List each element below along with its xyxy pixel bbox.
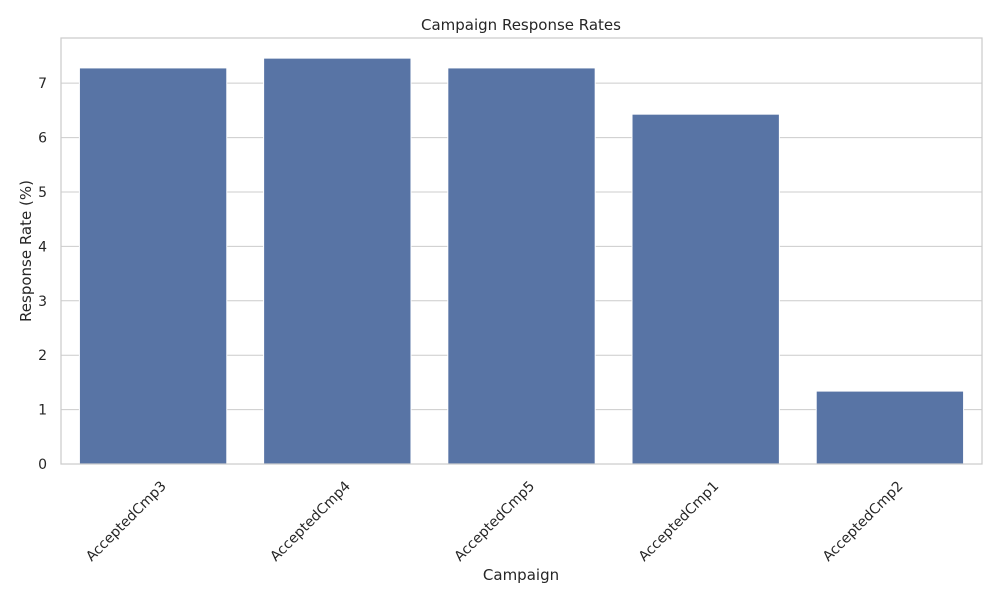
y-tick-label: 7 <box>38 76 47 92</box>
x-tick-label: AcceptedCmp5 <box>452 478 539 565</box>
bar-acceptedcmp1 <box>631 113 780 465</box>
bars <box>78 57 965 465</box>
x-tick-labels: AcceptedCmp3 AcceptedCmp4 AcceptedCmp5 Acce… <box>83 478 906 565</box>
axes-frame <box>60 37 983 465</box>
x-tick-label: AcceptedCmp1 <box>636 478 723 565</box>
x-axis-label: Campaign <box>483 566 559 584</box>
x-tick-label: AcceptedCmp4 <box>267 478 354 565</box>
x-tick-label: AcceptedCmp3 <box>83 478 170 565</box>
bar-acceptedcmp3 <box>78 67 228 465</box>
bar-acceptedcmp2 <box>815 390 965 465</box>
chart-title: Campaign Response Rates <box>421 16 621 34</box>
y-tick-labels: 0 1 2 3 4 5 6 7 <box>38 76 47 473</box>
y-tick-label: 1 <box>38 403 47 419</box>
y-tick-label: 4 <box>38 239 47 255</box>
y-tick-label: 0 <box>38 457 47 473</box>
y-tick-label: 6 <box>38 131 47 147</box>
y-tick-label: 2 <box>38 348 47 364</box>
y-axis-label: Response Rate (%) <box>17 180 35 322</box>
x-tick-label: AcceptedCmp2 <box>820 478 907 565</box>
y-tick-label: 5 <box>38 185 47 201</box>
bar-acceptedcmp5 <box>447 67 596 465</box>
y-tick-label: 3 <box>38 294 47 310</box>
bar-acceptedcmp4 <box>263 57 412 465</box>
